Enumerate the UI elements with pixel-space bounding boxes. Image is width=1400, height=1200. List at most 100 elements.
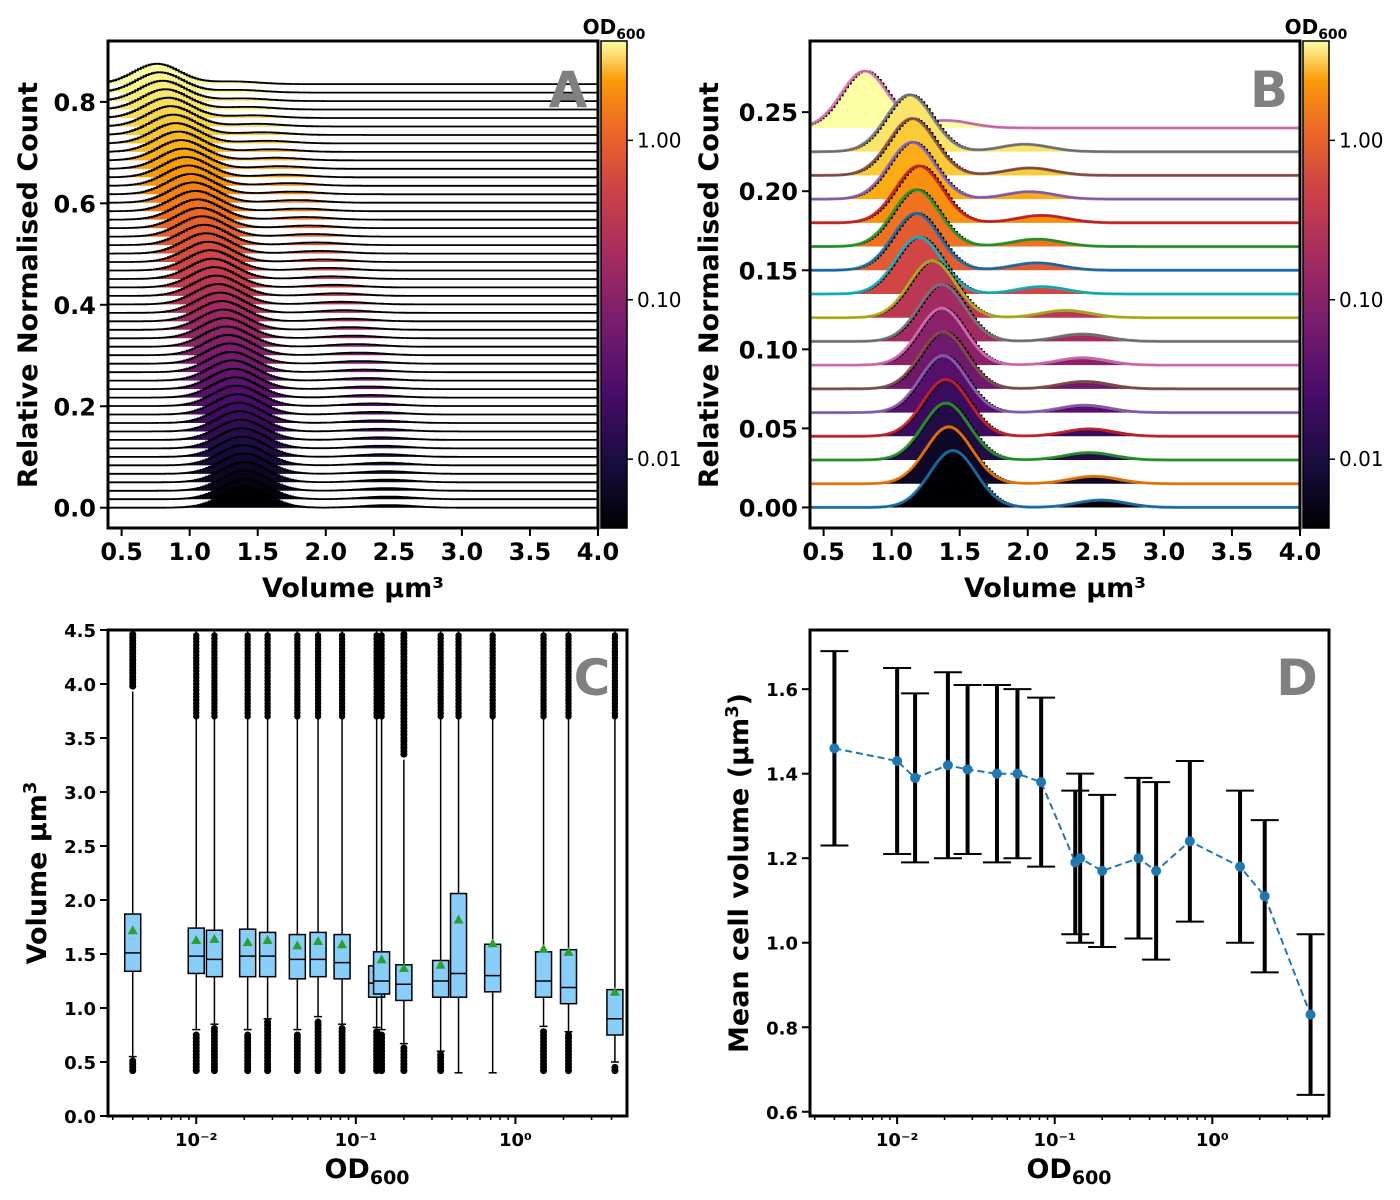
panel-a-colorbar	[600, 40, 628, 529]
A-curve-line	[108, 308, 598, 331]
panel-b-ylabel: Relative Normalised Count	[694, 82, 725, 488]
A-curve-line	[108, 198, 598, 221]
B-fit-line	[810, 164, 1300, 225]
C-ytick-label: 3.5	[64, 729, 96, 750]
outlier-point	[378, 1031, 386, 1039]
A-curve-line	[108, 232, 598, 255]
B-fit-line	[810, 401, 1300, 462]
panel-d-ylabel: Mean cell volume (μm3)	[722, 693, 755, 1053]
B-fit-line	[810, 306, 1300, 367]
mean-volume-point	[1305, 1009, 1316, 1020]
box-mean-marker	[209, 933, 220, 943]
D-ytick-label: 1.6	[766, 680, 798, 701]
outlier-point	[611, 1063, 619, 1071]
A-curve-fill	[108, 157, 598, 178]
mean-volume-point	[1259, 891, 1270, 902]
outlier-point	[293, 1031, 301, 1039]
A-curve-line	[108, 283, 598, 306]
panel-b-frame	[808, 39, 1302, 530]
panel-a-xlabel: Volume μm³	[262, 573, 444, 604]
A-curve-line	[108, 164, 598, 187]
B-fit-line	[810, 117, 1300, 177]
A-curve-line	[108, 147, 598, 170]
outlier-point	[338, 1025, 346, 1033]
B-xtick-label: 3.5	[1211, 538, 1254, 566]
panel-c-xlabel: OD600	[324, 1154, 409, 1189]
panel-c-frame	[106, 628, 629, 1118]
box-iqr	[534, 951, 553, 998]
B-fit-line	[810, 425, 1300, 486]
D-xtick-label: 10⁻²	[876, 1130, 918, 1151]
box-iqr	[449, 892, 468, 998]
box-mean-marker	[292, 940, 303, 950]
A-curve-line	[108, 384, 598, 407]
B-xtick-label: 2.0	[1007, 538, 1050, 566]
mean-volume-point	[892, 756, 903, 767]
A-curve-fill	[108, 165, 598, 186]
A-curve-line	[108, 300, 598, 323]
C-ytick-label: 1.0	[64, 999, 96, 1020]
box-mean-marker	[191, 934, 202, 944]
B-curve-fill	[810, 450, 1300, 508]
panel-b: 0.5 1.0 1.5 2.0 2.5 3.0 3.5 4.0 0.00 0.05 0.10 0.1…	[694, 15, 1384, 604]
A-curve-line	[108, 452, 598, 475]
C-ytick-label: 2.5	[64, 837, 96, 858]
A-ytick-label: 0.4	[53, 292, 96, 320]
B-fit-line	[809, 69, 1300, 130]
A-curve-line	[108, 215, 598, 238]
panel-a-curves	[108, 62, 598, 509]
D-ytick-label: 0.8	[766, 1018, 798, 1039]
mean-volume-point	[942, 760, 953, 771]
C-ytick-label: 0.5	[64, 1053, 96, 1074]
B-fit-line	[810, 449, 1300, 509]
box-mean-marker	[262, 934, 273, 944]
panel-c-letter: C	[574, 649, 611, 707]
mean-volume-point	[1133, 853, 1144, 864]
panel-a: 0.5 1.0 1.5 2.0 2.5 3.0 3.5 4.0 0.0 0.2 0.4 0.6 0.8…	[13, 15, 682, 604]
A-curve-line	[108, 113, 598, 136]
B-fit-line	[810, 330, 1300, 391]
B-fit-line	[810, 283, 1300, 343]
outlier-point	[400, 630, 408, 638]
mean-volume-point	[1012, 768, 1023, 779]
outlier-point	[338, 632, 346, 639]
A-curve-line	[108, 486, 598, 509]
A-curve-line	[108, 274, 598, 297]
box-mean-marker	[609, 986, 620, 996]
panel-b-xticks: 0.5 1.0 1.5 2.0 2.5 3.0 3.5 4.0	[802, 528, 1321, 566]
panel-b-colorbar-label: OD600	[1285, 15, 1348, 43]
A-curve-line	[108, 156, 598, 179]
panel-c-ylabel: Volume μm3	[20, 782, 53, 965]
A-curve-line	[108, 181, 598, 204]
box-mean-marker	[398, 963, 409, 973]
mean-volume-point	[962, 764, 973, 775]
A-curve-line	[108, 410, 598, 433]
mean-volume-point	[1036, 777, 1047, 788]
panel-b-curves	[809, 69, 1300, 509]
box-iqr	[288, 933, 307, 980]
A-curve-line	[108, 266, 598, 289]
A-curve-line	[108, 71, 598, 94]
A-curve-line	[108, 444, 598, 467]
A-xtick-label: 2.5	[373, 538, 416, 566]
A-cbtick-label: 0.10	[637, 288, 682, 312]
A-curve-line	[108, 173, 598, 196]
B-fit-line	[810, 377, 1300, 438]
B-cbtick-label: 1.00	[1339, 128, 1384, 152]
box-iqr	[606, 988, 624, 1036]
C-ytick-label: 3.0	[64, 783, 96, 804]
box-iqr	[333, 933, 351, 980]
A-curve-fill	[108, 199, 598, 220]
A-curve-line	[108, 418, 598, 441]
C-ytick-label: 4.5	[64, 621, 96, 642]
B-xtick-label: 1.0	[870, 538, 913, 566]
A-curve-line	[108, 435, 598, 458]
box-mean-marker	[313, 936, 324, 946]
A-curve-line	[108, 257, 598, 280]
panel-a-xticks: 0.5 1.0 1.5 2.0 2.5 3.0 3.5 4.0	[100, 528, 619, 566]
outlier-point	[565, 632, 572, 639]
panel-a-frame	[106, 39, 600, 530]
box-mean-marker	[487, 938, 498, 948]
A-curve-line	[108, 96, 598, 119]
